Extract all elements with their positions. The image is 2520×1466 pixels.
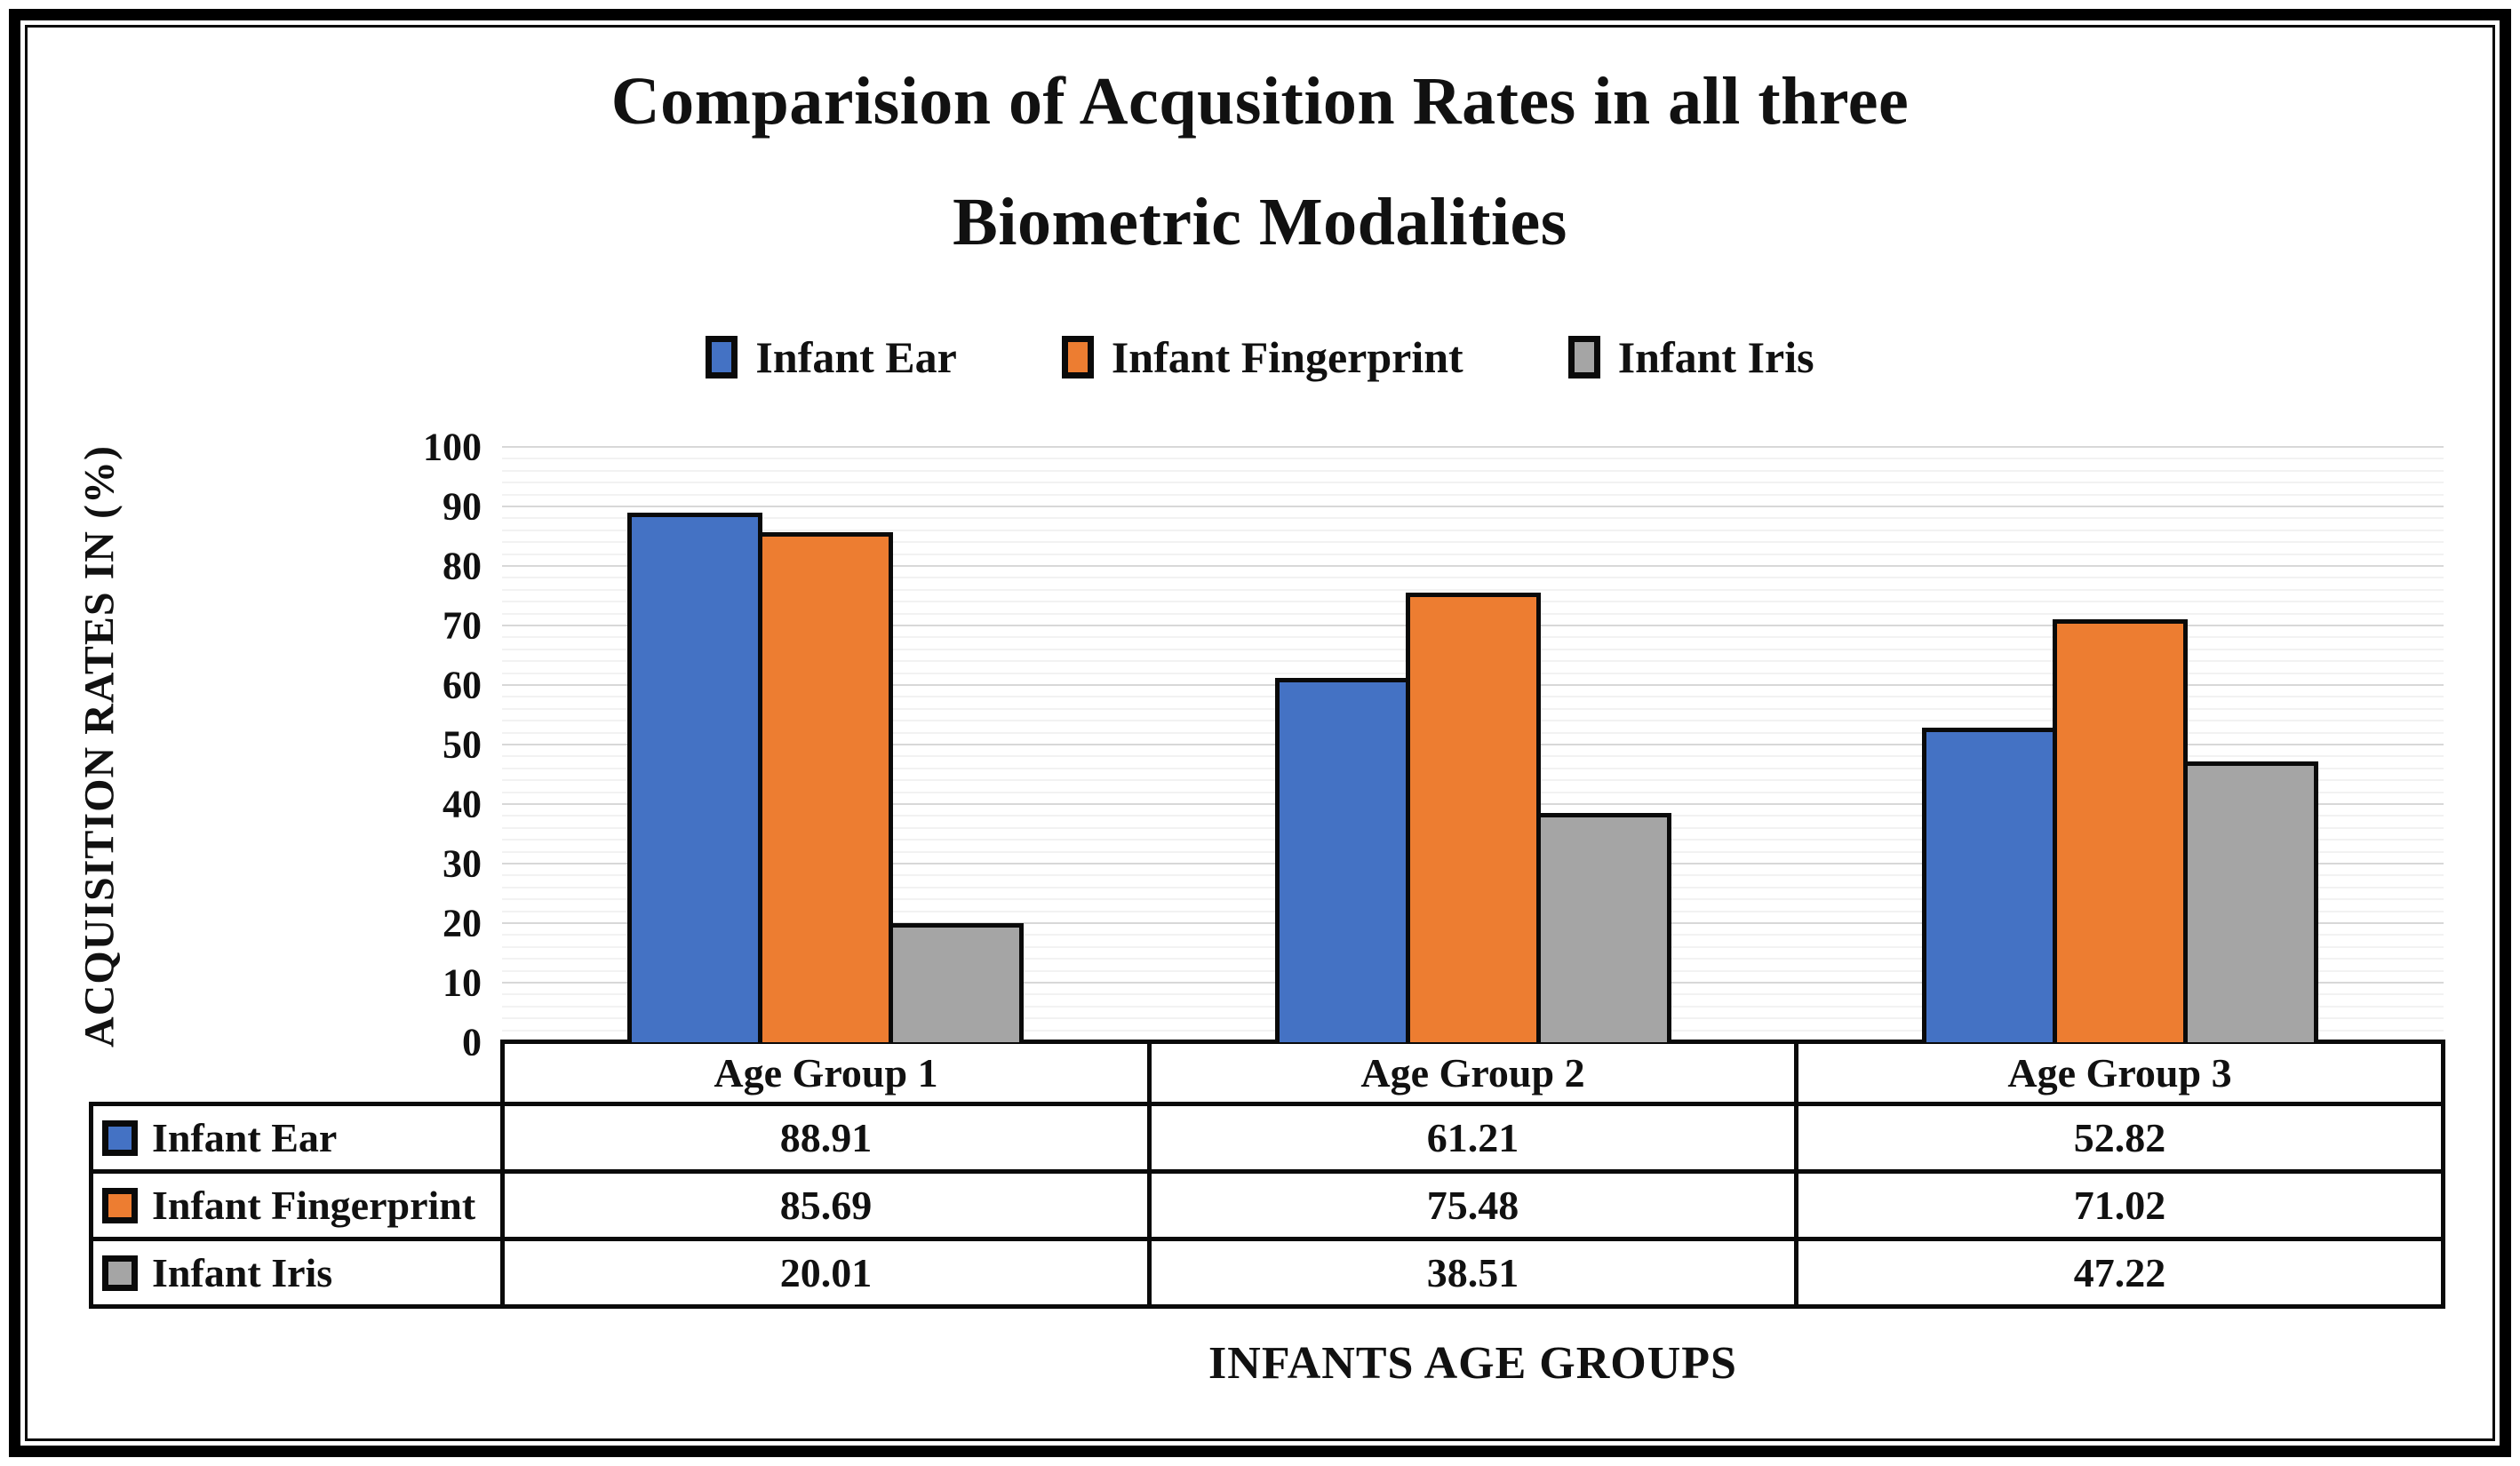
table-value-infant-iris-age-group-3: 47.22 bbox=[1794, 1237, 2445, 1309]
minor-gridline-98 bbox=[502, 458, 2444, 460]
minor-gridline-94 bbox=[502, 482, 2444, 484]
table-value-infant-iris-age-group-2: 38.51 bbox=[1147, 1237, 1798, 1309]
table-value-infant-ear-age-group-2: 61.21 bbox=[1147, 1102, 1798, 1174]
table-row-infant-iris: Infant Iris 20.01 38.51 47.22 bbox=[89, 1237, 2445, 1309]
bar-infant-fingerprint-age-group-1 bbox=[758, 531, 894, 1042]
chart-title-line1: Comparision of Acqusition Rates in all t… bbox=[610, 64, 1910, 139]
minor-gridline-78 bbox=[502, 577, 2444, 579]
table-header-age-group-1: Age Group 1 bbox=[500, 1040, 1152, 1106]
table-row-label-infant-ear: Infant Ear bbox=[152, 1115, 338, 1160]
y-tick-label-30: 30 bbox=[443, 841, 482, 886]
legend-item-infant-ear: Infant Ear bbox=[706, 331, 957, 383]
y-tick-label-10: 10 bbox=[443, 960, 482, 1005]
minor-gridline-88 bbox=[502, 517, 2444, 520]
x-axis-title: INFANTS AGE GROUPS bbox=[1208, 1338, 1737, 1389]
plot-area bbox=[502, 446, 2444, 1042]
bar-infant-iris-age-group-2 bbox=[1535, 812, 1671, 1042]
bar-infant-fingerprint-age-group-2 bbox=[1405, 593, 1541, 1042]
table-corner-cell bbox=[91, 1041, 505, 1106]
y-tick-label-70: 70 bbox=[443, 603, 482, 648]
legend-item-infant-fingerprint: Infant Fingerprint bbox=[1061, 331, 1463, 383]
bar-infant-fingerprint-age-group-3 bbox=[2052, 619, 2188, 1042]
major-gridline-100 bbox=[502, 446, 2444, 448]
y-tick-label-50: 50 bbox=[443, 722, 482, 767]
table-header-age-group-2: Age Group 2 bbox=[1147, 1040, 1798, 1106]
table-row-label-infant-fingerprint: Infant Fingerprint bbox=[152, 1183, 476, 1228]
y-tick-label-20: 20 bbox=[443, 901, 482, 945]
legend-swatch-infant-iris-icon bbox=[1567, 336, 1600, 378]
table-row-legend-infant-iris: Infant Iris bbox=[89, 1237, 505, 1309]
legend-item-infant-iris: Infant Iris bbox=[1567, 331, 1814, 383]
minor-gridline-82 bbox=[502, 553, 2444, 555]
table-row-legend-inner-infant-ear: Infant Ear bbox=[93, 1114, 500, 1161]
minor-gridline-84 bbox=[502, 541, 2444, 544]
y-tick-label-40: 40 bbox=[443, 782, 482, 826]
y-tick-label-60: 60 bbox=[443, 663, 482, 707]
table-swatch-infant-iris-icon bbox=[102, 1255, 138, 1291]
legend-label-infant-ear: Infant Ear bbox=[755, 332, 957, 382]
table-value-infant-fingerprint-age-group-3: 71.02 bbox=[1794, 1169, 2445, 1241]
table-row-infant-ear: Infant Ear 88.91 61.21 52.82 bbox=[89, 1102, 2445, 1174]
table-row-label-infant-iris: Infant Iris bbox=[152, 1250, 333, 1295]
minor-gridline-92 bbox=[502, 493, 2444, 496]
table-header-age-group-3: Age Group 3 bbox=[1794, 1040, 2445, 1106]
y-tick-label-80: 80 bbox=[443, 544, 482, 588]
table-value-infant-ear-age-group-1: 88.91 bbox=[500, 1102, 1152, 1174]
table-row-infant-fingerprint: Infant Fingerprint 85.69 75.48 71.02 bbox=[89, 1169, 2445, 1241]
table-row-legend-inner-infant-fingerprint: Infant Fingerprint bbox=[93, 1182, 500, 1229]
bar-infant-ear-age-group-1 bbox=[627, 513, 763, 1042]
table-swatch-infant-ear-icon bbox=[102, 1119, 138, 1156]
major-gridline-80 bbox=[502, 565, 2444, 567]
bar-infant-ear-age-group-2 bbox=[1274, 677, 1410, 1042]
major-gridline-90 bbox=[502, 506, 2444, 507]
chart-title-line2: Biometric Modalities bbox=[953, 185, 1567, 259]
data-table: Age Group 1 Age Group 2 Age Group 3 Infant … bbox=[89, 1040, 2445, 1309]
table-value-infant-iris-age-group-1: 20.01 bbox=[500, 1237, 1152, 1309]
table-row-legend-inner-infant-iris: Infant Iris bbox=[93, 1249, 500, 1296]
table-value-infant-fingerprint-age-group-1: 85.69 bbox=[500, 1169, 1152, 1241]
minor-gridline-76 bbox=[502, 588, 2444, 591]
legend-swatch-infant-fingerprint-icon bbox=[1061, 336, 1094, 378]
y-axis-ticks: 100 90 80 70 60 50 40 30 20 10 0 bbox=[0, 426, 482, 1064]
minor-gridline-96 bbox=[502, 469, 2444, 472]
chart-title: Comparision of Acqusition Rates in all t… bbox=[0, 41, 2520, 283]
legend-label-infant-fingerprint: Infant Fingerprint bbox=[1111, 332, 1463, 382]
y-tick-label-100: 100 bbox=[423, 425, 482, 469]
chart-legend: Infant Ear Infant Fingerprint Infant Iris bbox=[0, 316, 2520, 398]
table-value-infant-fingerprint-age-group-2: 75.48 bbox=[1147, 1169, 1798, 1241]
minor-gridline-86 bbox=[502, 529, 2444, 531]
y-tick-label-90: 90 bbox=[443, 484, 482, 529]
table-swatch-infant-fingerprint-icon bbox=[102, 1187, 138, 1223]
bar-infant-iris-age-group-1 bbox=[889, 922, 1025, 1042]
table-header-row: Age Group 1 Age Group 2 Age Group 3 bbox=[91, 1040, 2445, 1106]
legend-swatch-infant-ear-icon bbox=[706, 336, 738, 378]
bar-infant-ear-age-group-3 bbox=[1921, 728, 2057, 1042]
table-row-legend-infant-ear: Infant Ear bbox=[89, 1102, 505, 1174]
table-value-infant-ear-age-group-3: 52.82 bbox=[1794, 1102, 2445, 1174]
legend-label-infant-iris: Infant Iris bbox=[1617, 332, 1814, 382]
table-row-legend-infant-fingerprint: Infant Fingerprint bbox=[89, 1169, 505, 1241]
bar-infant-iris-age-group-3 bbox=[2182, 761, 2318, 1042]
